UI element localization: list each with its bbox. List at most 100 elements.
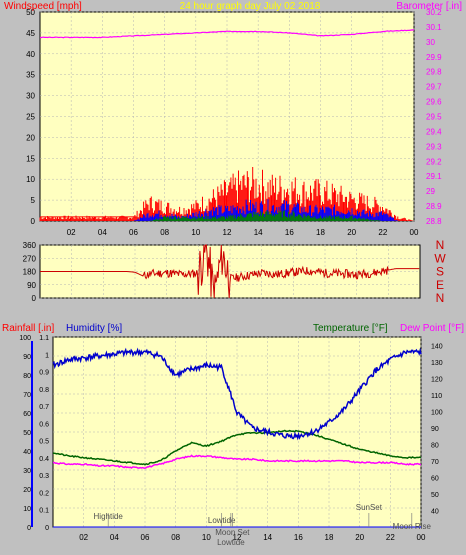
humidity-tick-label: 40 bbox=[23, 449, 31, 456]
climate-x-tick-label: 08 bbox=[171, 533, 180, 542]
climate-x-tick-label: 16 bbox=[294, 533, 303, 542]
direction-tick-label: 180 bbox=[23, 268, 37, 277]
wind-tick-label: 45 bbox=[26, 29, 35, 38]
wind-x-tick-label: 12 bbox=[223, 228, 232, 237]
humidity-tick-label: 70 bbox=[23, 392, 31, 399]
climate-x-tick-label: 00 bbox=[417, 533, 426, 542]
wind-x-tick-label: 02 bbox=[67, 228, 76, 237]
climate-x-tick-label: 04 bbox=[110, 533, 119, 542]
rainfall-axis-title: Rainfall [.in] bbox=[2, 323, 54, 334]
wind-low-series bbox=[149, 210, 381, 221]
temperature-tick-label: 60 bbox=[431, 475, 439, 482]
annotation-label: Moon Rise bbox=[393, 522, 432, 531]
humidity-series bbox=[52, 347, 422, 441]
barometer-tick-label: 29.2 bbox=[426, 157, 442, 166]
barometer-tick-label: 29.1 bbox=[426, 172, 442, 181]
rain-tick-label: 0.8 bbox=[39, 387, 49, 394]
wind-x-tick-label: 00 bbox=[410, 228, 419, 237]
barometer-series bbox=[40, 29, 415, 39]
climate-x-tick-label: 12 bbox=[233, 533, 242, 542]
climate-x-tick-label: 20 bbox=[355, 533, 364, 542]
wind-axis-title: Windspeed [mph] bbox=[4, 1, 82, 12]
barometer-tick-label: 29 bbox=[426, 187, 435, 196]
temperature-axis-title: Temperature [°F] bbox=[313, 323, 388, 334]
wind-x-tick-label: 18 bbox=[316, 228, 325, 237]
direction-tick-label: 0 bbox=[32, 294, 37, 303]
rain-tick-label: 0 bbox=[45, 525, 49, 532]
temperature-tick-label: 80 bbox=[431, 442, 439, 449]
wind-direction-series bbox=[40, 244, 420, 299]
rain-tick-label: 0.9 bbox=[39, 370, 49, 377]
annotation-label: Moon Set bbox=[215, 528, 250, 537]
barometer-tick-label: 30 bbox=[426, 38, 435, 47]
rain-tick-label: 0.3 bbox=[39, 473, 49, 480]
wind-x-tick-label: 22 bbox=[378, 228, 387, 237]
barometer-tick-label: 28.9 bbox=[426, 202, 442, 211]
barometer-tick-label: 30.1 bbox=[426, 23, 442, 32]
temperature-tick-label: 100 bbox=[431, 409, 443, 416]
annotation-label: SunSet bbox=[356, 503, 383, 512]
temperature-tick-label: 40 bbox=[431, 508, 439, 515]
humidity-tick-label: 10 bbox=[23, 506, 31, 513]
climate-x-tick-label: 10 bbox=[202, 533, 211, 542]
temperature-tick-label: 140 bbox=[431, 343, 443, 350]
humidity-tick-label: 60 bbox=[23, 411, 31, 418]
wind-x-tick-label: 20 bbox=[347, 228, 356, 237]
rain-tick-label: 0.7 bbox=[39, 404, 49, 411]
barometer-tick-label: 29.3 bbox=[426, 142, 442, 151]
temperature-tick-label: 120 bbox=[431, 376, 443, 383]
humidity-tick-label: 30 bbox=[23, 468, 31, 475]
barometer-tick-label: 29.5 bbox=[426, 113, 442, 122]
rain-tick-label: 0.1 bbox=[39, 508, 49, 515]
direction-tick-label: 270 bbox=[23, 254, 37, 263]
annotation-label: Lowtide bbox=[208, 516, 236, 525]
compass-label: E bbox=[436, 278, 444, 292]
rain-tick-label: 1 bbox=[45, 352, 49, 359]
temperature-tick-label: 90 bbox=[431, 426, 439, 433]
wind-tick-label: 30 bbox=[26, 92, 35, 101]
rain-tick-label: 1.1 bbox=[39, 335, 49, 342]
rain-tick-label: 0.5 bbox=[39, 439, 49, 446]
climate-x-tick-label: 18 bbox=[325, 533, 334, 542]
wind-tick-label: 5 bbox=[31, 196, 36, 205]
rain-tick-label: 0.2 bbox=[39, 490, 49, 497]
rain-tick-label: 0.4 bbox=[39, 456, 49, 463]
climate-x-tick-label: 22 bbox=[386, 533, 395, 542]
wind-tick-label: 20 bbox=[26, 133, 35, 142]
climate-x-tick-label: 14 bbox=[263, 533, 272, 542]
humidity-tick-label: 50 bbox=[23, 430, 31, 437]
wind-x-tick-label: 16 bbox=[285, 228, 294, 237]
barometer-tick-label: 29.6 bbox=[426, 98, 442, 107]
humidity-tick-label: 90 bbox=[23, 354, 31, 361]
wind-x-tick-label: 08 bbox=[160, 228, 169, 237]
direction-tick-label: 360 bbox=[23, 241, 37, 250]
barometer-tick-label: 28.8 bbox=[426, 217, 442, 226]
compass-label: W bbox=[434, 251, 446, 265]
humidity-tick-label: 80 bbox=[23, 373, 31, 380]
barometer-tick-label: 29.4 bbox=[426, 127, 442, 136]
temperature-tick-label: 70 bbox=[431, 459, 439, 466]
dewpoint-axis-title: Dew Point [°F] bbox=[400, 323, 464, 334]
annotation-label: Hightide bbox=[94, 512, 124, 521]
wind-tick-label: 10 bbox=[26, 175, 35, 184]
compass-label: S bbox=[436, 265, 444, 279]
wind-tick-label: 0 bbox=[31, 217, 36, 226]
rain-tick-label: 0.6 bbox=[39, 421, 49, 428]
wind-x-tick-label: 04 bbox=[98, 228, 107, 237]
wind-x-tick-label: 06 bbox=[129, 228, 138, 237]
graph-title: 24 hour graph day July 02 2018 bbox=[180, 1, 321, 12]
wind-tick-label: 50 bbox=[26, 8, 35, 17]
temperature-tick-label: 130 bbox=[431, 360, 443, 367]
temperature-series bbox=[53, 429, 422, 466]
barometer-tick-label: 30.2 bbox=[426, 8, 442, 17]
humidity-tick-label: 100 bbox=[19, 335, 31, 342]
wind-tick-label: 15 bbox=[26, 154, 35, 163]
humidity-tick-label: 20 bbox=[23, 487, 31, 494]
wind-tick-label: 40 bbox=[26, 50, 35, 59]
climate-x-tick-label: 06 bbox=[141, 533, 150, 542]
compass-label: N bbox=[436, 291, 445, 305]
barometer-tick-label: 29.7 bbox=[426, 83, 442, 92]
wind-x-tick-label: 10 bbox=[191, 228, 200, 237]
